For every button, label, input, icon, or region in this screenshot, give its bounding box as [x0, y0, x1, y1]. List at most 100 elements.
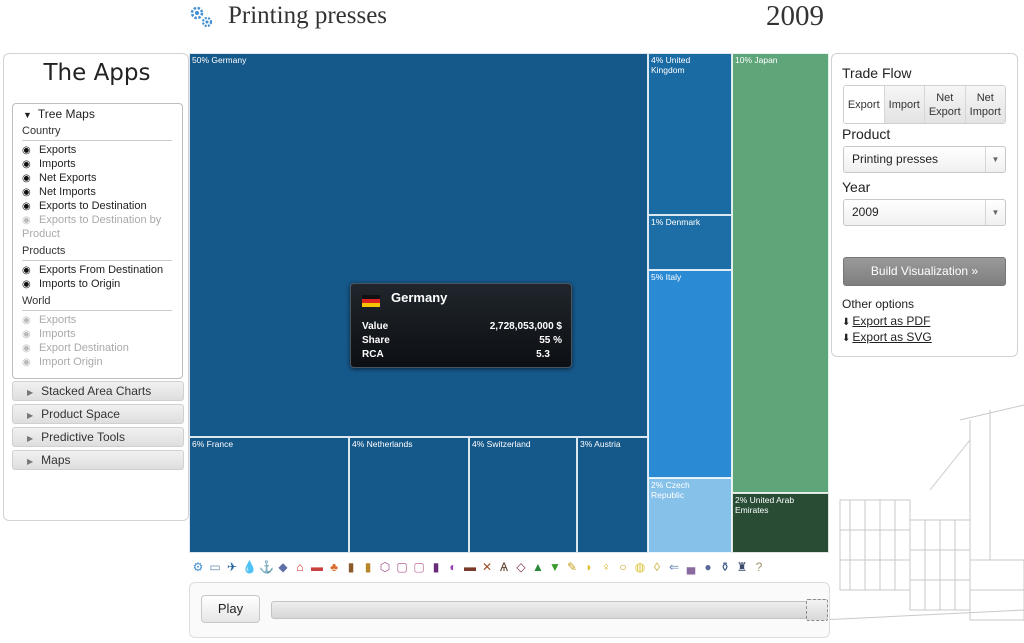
stone-icon[interactable]: ⬡	[379, 560, 391, 574]
urn-icon[interactable]: ♜	[736, 560, 748, 574]
eye-icon: ◉	[22, 187, 31, 198]
house-icon[interactable]: ⌂	[296, 560, 304, 574]
section-label-country: Country	[22, 125, 61, 137]
tree-maps-header[interactable]: ▼ Tree Maps	[23, 107, 95, 121]
trade-flow-net-export[interactable]: Net Export	[925, 86, 966, 123]
trade-flow-import[interactable]: Import	[884, 86, 925, 123]
eye-icon: ◉	[22, 201, 31, 212]
car-icon[interactable]: ▬	[311, 560, 323, 574]
year-select[interactable]: 2009 ▼	[843, 199, 1006, 226]
divider	[22, 310, 172, 311]
cow-icon[interactable]: ▄	[686, 560, 696, 574]
tile-netherlands[interactable]: 4% Netherlands	[349, 437, 469, 553]
export-pdf-link[interactable]: ⬇ Export as PDF	[842, 314, 931, 328]
flask-icon[interactable]: ▮	[432, 560, 440, 574]
eye-icon: ◉	[22, 265, 31, 276]
sidebar-item-export-destination: ◉ Export Destination	[22, 342, 129, 354]
page-year: 2009	[766, 0, 824, 32]
eye-icon: ◉	[22, 145, 31, 156]
tile-switzerland[interactable]: 4% Switzerland	[469, 437, 577, 553]
airplane-icon[interactable]: ✈	[226, 560, 238, 574]
chevron-down-icon: ▼	[985, 147, 1005, 172]
computer-icon[interactable]: ▭	[209, 560, 221, 574]
treemap: 50% Germany 4% United Kingdom 10% Japan …	[189, 53, 830, 553]
timeline-controls: Play	[189, 582, 830, 638]
trade-flow-export[interactable]: Export	[844, 86, 885, 123]
tile-italy[interactable]: 5% Italy	[648, 270, 732, 478]
sidebar-item-exports-to-destination[interactable]: ◉ Exports to Destination	[22, 200, 147, 212]
anchor-icon[interactable]: ⚓	[259, 560, 274, 574]
tree-maps-panel: ▼ Tree Maps Country ◉ Exports ◉ Imports ◉ Ne…	[12, 103, 183, 379]
hide-icon[interactable]: ▬	[464, 560, 476, 574]
fish-icon[interactable]: ⇐	[668, 560, 680, 574]
trade-flow-net-import[interactable]: Net Import	[965, 86, 1005, 123]
pill-icon[interactable]: ◐	[449, 560, 457, 574]
tooltip-country-name: Germany	[391, 290, 448, 305]
play-button[interactable]: Play	[201, 595, 260, 623]
circle-icon[interactable]: ○	[619, 560, 627, 574]
tile-austria[interactable]: 3% Austria	[577, 437, 648, 553]
frame2-icon[interactable]: ▢	[413, 560, 425, 574]
sidebar-item-net-imports[interactable]: ◉ Net Imports	[22, 186, 96, 198]
container-port-illustration	[820, 404, 1024, 621]
tree-icon[interactable]: ♣	[330, 560, 338, 574]
gears-icon	[190, 6, 213, 28]
triangle-right-icon: ▶	[27, 388, 34, 397]
accordion-maps[interactable]: ▶ Maps	[12, 450, 184, 470]
eye-icon: ◉	[22, 329, 31, 340]
sidebar-title: The Apps	[43, 60, 151, 86]
export-svg-link[interactable]: ⬇ Export as SVG	[842, 330, 932, 344]
build-visualization-button[interactable]: Build Visualization »	[843, 257, 1006, 286]
sidebar-item-country-imports[interactable]: ◉ Imports	[22, 158, 76, 170]
tower-icon[interactable]: Ѧ	[499, 560, 508, 574]
product-category-icons: ⚙ ▭ ✈ 💧 ⚓ ◆ ⌂ ▬ ♣ ▮ ▮ ⬡ ▢ ▢ ▮ ◐ ▬ ✕ Ѧ ◇ ▲ ▼ ✎ ◗ ♀ ○ ◍ ◊ ⇐ ▄ ● ⚱ ♜?	[189, 554, 830, 580]
tile-japan[interactable]: 10% Japan	[732, 53, 829, 493]
sidebar-item-world-exports: ◉ Exports	[22, 314, 77, 326]
gears-icon[interactable]: ⚙	[192, 560, 204, 574]
triangle-right-icon: ▶	[27, 434, 34, 443]
question-icon[interactable]: ?	[755, 560, 763, 574]
sidebar-item-imports-to-origin[interactable]: ◉ Imports to Origin	[22, 278, 121, 290]
sidebar-item-world-imports: ◉ Imports	[22, 328, 76, 340]
accordion-stacked-area-charts[interactable]: ▶ Stacked Area Charts	[12, 381, 184, 401]
sidebar-item-net-exports[interactable]: ◉ Net Exports	[22, 172, 97, 184]
eye-icon: ◉	[22, 343, 31, 354]
idea-icon[interactable]: ♀	[601, 560, 611, 574]
tile-czech-republic[interactable]: 2% Czech Republic	[648, 478, 732, 553]
tile-germany[interactable]: 50% Germany	[189, 53, 648, 437]
diamond-icon[interactable]: ◇	[516, 560, 526, 574]
shoe-icon[interactable]: ▲	[532, 560, 544, 574]
sidebar-item-import-origin: ◉ Import Origin	[22, 356, 103, 368]
tile-united-kingdom[interactable]: 4% United Kingdom	[648, 53, 732, 215]
sidebar-item-country-exports[interactable]: ◉ Exports	[22, 144, 77, 156]
egg-icon[interactable]: ◍	[634, 560, 646, 574]
sidebar-item-exports-from-destination[interactable]: ◉ Exports From Destination	[22, 264, 164, 276]
bottle2-icon[interactable]: ▮	[364, 560, 372, 574]
year-slider[interactable]	[271, 601, 828, 619]
leaf-icon[interactable]: ✎	[566, 560, 578, 574]
germany-flag-icon	[362, 295, 380, 307]
accordion-predictive-tools[interactable]: ▶ Predictive Tools	[12, 427, 184, 447]
vase-icon[interactable]: ⚱	[719, 560, 731, 574]
trade-flow-toggle: Export Import Net Export Net Import	[843, 85, 1006, 124]
eye-icon: ◉	[22, 159, 31, 170]
year-slider-handle[interactable]	[806, 599, 828, 621]
frame-icon[interactable]: ▢	[396, 560, 408, 574]
tile-france[interactable]: 6% France	[189, 437, 349, 553]
banana-icon[interactable]: ◗	[585, 560, 593, 574]
triangle-right-icon: ▶	[27, 411, 34, 420]
chevron-down-icon: ▼	[985, 200, 1005, 225]
drop-icon[interactable]: 💧	[242, 560, 257, 574]
tile-denmark[interactable]: 1% Denmark	[648, 215, 732, 270]
hat-icon[interactable]: ◆	[278, 560, 288, 574]
sidebar-item-product-continuation: Product	[22, 228, 60, 240]
tile-united-arab-emirates[interactable]: 2% United Arab Emirates	[732, 493, 829, 553]
shirt-icon[interactable]: ▼	[549, 560, 561, 574]
ball-icon[interactable]: ●	[704, 560, 712, 574]
product-select[interactable]: Printing presses ▼	[843, 146, 1006, 173]
trade-flow-label: Trade Flow	[842, 65, 912, 81]
bottle-icon[interactable]: ▮	[347, 560, 355, 574]
tools-icon[interactable]: ✕	[481, 560, 493, 574]
accordion-product-space[interactable]: ▶ Product Space	[12, 404, 184, 424]
bread-icon[interactable]: ◊	[654, 560, 660, 574]
